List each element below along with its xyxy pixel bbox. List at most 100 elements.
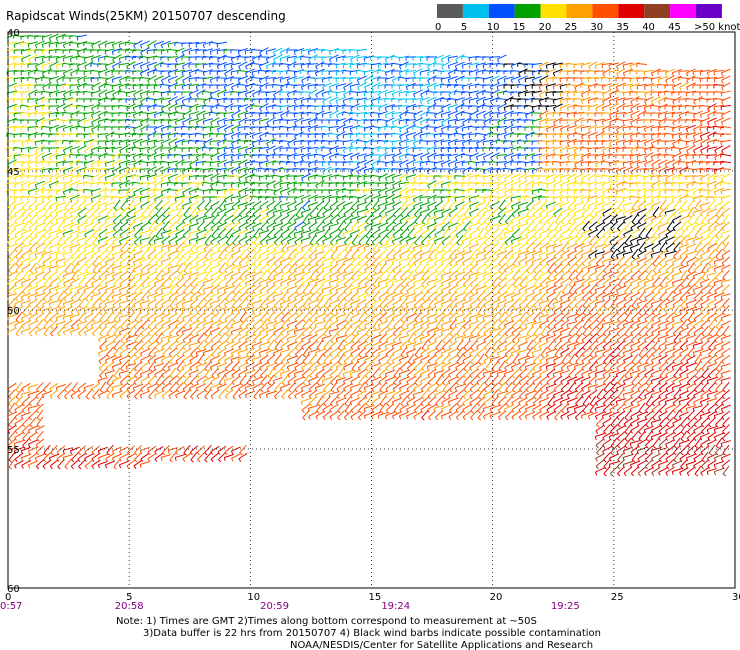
wind-barb-flag (398, 183, 401, 188)
wind-barb-flag (258, 65, 262, 70)
wind-barb (658, 103, 668, 109)
wind-barb (364, 69, 374, 73)
wind-barb (161, 173, 171, 179)
wind-barb (455, 75, 465, 81)
wind-barb (111, 97, 123, 101)
wind-barb-flag (295, 214, 300, 218)
wind-barb-flag (622, 142, 625, 146)
wind-barb (20, 42, 32, 44)
wind-barb (195, 56, 207, 58)
wind-barb (273, 145, 283, 151)
wind-barb (413, 89, 423, 95)
wind-barb (28, 110, 38, 116)
wind-barb-flag (146, 177, 149, 181)
wind-barb (594, 90, 606, 94)
wind-barb-flag (126, 66, 129, 70)
wind-barb (413, 117, 423, 123)
wind-barb (216, 48, 228, 52)
wind-barb-flag (244, 135, 247, 139)
wind-barb (462, 131, 472, 137)
wind-barb-flag (454, 100, 457, 104)
wind-barb (630, 153, 640, 157)
colorbar-label: 15 (513, 22, 526, 33)
wind-barb-flag (672, 156, 675, 161)
wind-barb-flag (650, 170, 654, 175)
wind-barb-flag (622, 212, 625, 217)
wind-barb-flag (161, 170, 164, 175)
wind-barb-flag (538, 168, 540, 172)
wind-barb (483, 110, 493, 116)
wind-barb-flag (719, 182, 722, 186)
wind-barb (140, 47, 150, 53)
wind-barb-flag (461, 65, 464, 69)
wind-barb (302, 213, 310, 223)
wind-barb (293, 111, 305, 115)
wind-barb (97, 63, 109, 65)
wind-barb (664, 153, 676, 157)
wind-barb (559, 168, 571, 170)
wind-barb (539, 153, 549, 157)
wind-barb (581, 152, 591, 158)
wind-barb (238, 146, 248, 150)
wind-barb (720, 167, 732, 171)
wind-barb (574, 201, 584, 207)
wind-barb-flag (104, 65, 107, 70)
wind-barb (266, 160, 276, 164)
wind-barb (224, 167, 234, 171)
wind-barb-flag (629, 156, 632, 160)
wind-barb-flag (426, 170, 429, 175)
wind-barb (343, 82, 353, 88)
wind-barb-flag (447, 155, 450, 160)
wind-barb-flag (427, 199, 430, 203)
wind-barb (357, 82, 367, 88)
wind-barb (279, 125, 291, 129)
wind-barb-flag (608, 114, 612, 119)
wind-barb-flag (643, 86, 646, 90)
wind-barb-flag (685, 105, 687, 109)
wind-barb (168, 208, 178, 214)
wind-barb (210, 152, 220, 158)
wind-barb-flag (496, 135, 499, 139)
wind-barb (63, 55, 73, 59)
wind-barb-flag (181, 126, 183, 130)
wind-barb (328, 195, 340, 199)
wind-barb-flag (77, 149, 80, 154)
wind-barb (357, 75, 367, 81)
wind-barb (566, 189, 578, 191)
wind-barb (588, 61, 598, 67)
wind-barb-flag (55, 149, 58, 153)
wind-barb (210, 173, 220, 179)
wind-barb (553, 103, 563, 109)
colorbar-swatch (462, 4, 489, 18)
wind-barb-flag (223, 113, 226, 118)
wind-barb (580, 160, 592, 164)
wind-barb-flag (174, 154, 176, 158)
wind-barb (342, 56, 354, 58)
wind-barb (314, 105, 326, 107)
wind-barb (252, 132, 262, 136)
wind-barb-flag (209, 127, 212, 132)
wind-barb (427, 103, 437, 109)
wind-barb-flag (419, 121, 423, 126)
wind-barb (280, 110, 290, 116)
wind-barb-flag (622, 176, 625, 181)
wind-barb (280, 187, 290, 193)
wind-barb-flag (27, 106, 30, 111)
wind-barb-flag (678, 156, 681, 160)
wind-barb-flag (482, 177, 485, 181)
wind-barb-flag (216, 190, 219, 195)
wind-barb (434, 138, 444, 144)
wind-barb (41, 48, 53, 52)
wind-barb (175, 173, 185, 179)
wind-barb (349, 62, 361, 66)
wind-barb-flag (41, 37, 44, 41)
wind-barb-flag (552, 190, 555, 195)
wind-barb (133, 103, 143, 109)
wind-barb (174, 132, 186, 136)
wind-barb (335, 161, 347, 163)
wind-barb (573, 132, 585, 136)
wind-barb (658, 166, 668, 172)
wind-barb-flag (398, 142, 401, 147)
wind-barb (377, 139, 389, 143)
wind-barb (406, 207, 416, 215)
